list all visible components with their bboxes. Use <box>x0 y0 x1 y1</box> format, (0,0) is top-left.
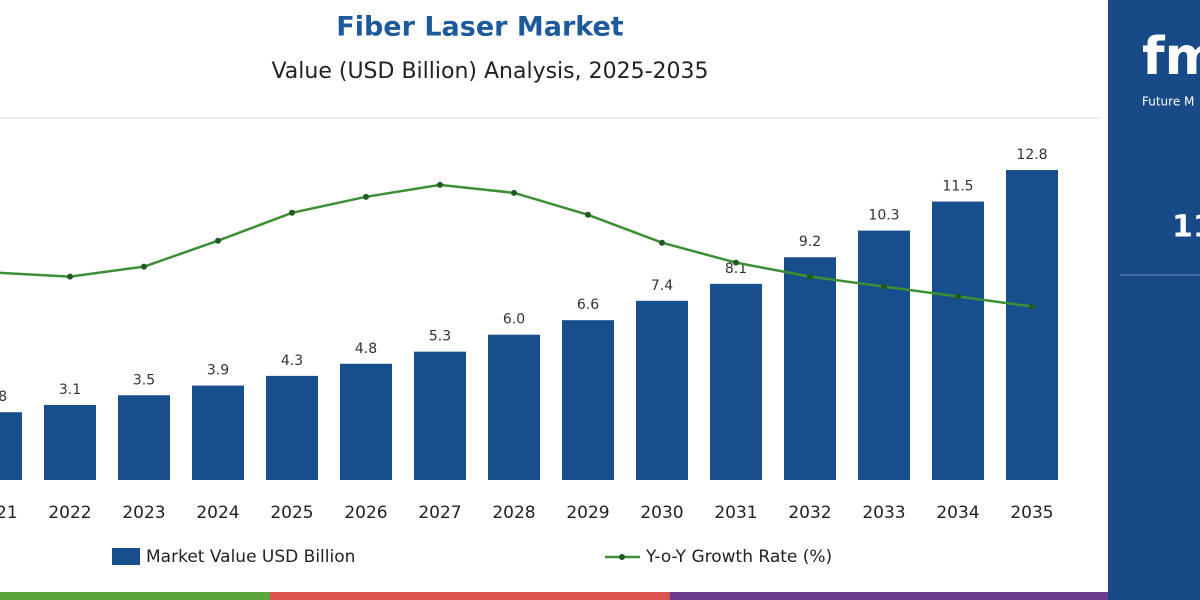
value-label: 3.5 <box>133 372 155 388</box>
value-label: 5.3 <box>429 329 451 345</box>
bar <box>562 320 614 480</box>
bar <box>784 257 836 480</box>
value-label: 11.5 <box>942 179 973 195</box>
value-label: 6.0 <box>503 312 525 328</box>
line-marker <box>141 263 147 270</box>
brand-logo: fmi <box>1142 27 1200 87</box>
legend-label: Market Value USD Billion <box>146 547 355 567</box>
bar <box>1006 170 1058 481</box>
value-label: 9.2 <box>799 234 821 250</box>
value-label: 10.3 <box>868 208 899 224</box>
strip <box>0 592 270 600</box>
x-tick-label: 2031 <box>714 503 757 523</box>
line-marker <box>67 273 73 280</box>
x-tick-label: 2034 <box>936 503 979 523</box>
value-label: 6.6 <box>577 297 599 313</box>
value-label: 3.1 <box>59 382 81 398</box>
value-label: 2.8 <box>0 389 7 405</box>
x-tick-label: 2027 <box>418 503 461 523</box>
x-tick-label: 2029 <box>566 503 609 523</box>
value-label: 3.9 <box>207 363 229 379</box>
brand-stat: 11 <box>1172 210 1200 245</box>
x-tick-label: 2026 <box>344 503 387 523</box>
value-label: 4.3 <box>281 353 303 369</box>
strip <box>670 592 1108 600</box>
brand-name: Future M <box>1142 95 1194 109</box>
bar <box>488 334 540 480</box>
bar <box>710 283 762 480</box>
x-tick-label: 2033 <box>862 503 905 523</box>
bar <box>0 412 22 480</box>
legend-swatch <box>112 548 140 565</box>
side-panel <box>1108 0 1200 600</box>
value-label: 12.8 <box>1016 147 1047 163</box>
line-marker <box>363 193 369 200</box>
x-tick-label: 2022 <box>48 503 91 523</box>
line-marker <box>585 211 591 218</box>
bar <box>266 375 318 480</box>
x-tick-label: 2032 <box>788 503 831 523</box>
value-label: 4.8 <box>355 341 377 357</box>
value-label: 7.4 <box>651 278 673 294</box>
line-marker <box>733 259 739 266</box>
legend-label: Y-o-Y Growth Rate (%) <box>645 547 832 567</box>
bar <box>932 201 984 481</box>
line-marker <box>955 293 961 300</box>
strip <box>270 592 670 600</box>
bar <box>118 395 170 480</box>
legend-swatch <box>619 554 625 560</box>
x-tick-label: 2021 <box>0 503 18 523</box>
line-marker <box>807 273 813 280</box>
chart-subtitle: Value (USD Billion) Analysis, 2025-2035 <box>271 59 708 84</box>
bar <box>636 300 688 480</box>
x-tick-label: 2024 <box>196 503 239 523</box>
line-marker <box>215 237 221 244</box>
bar <box>44 404 96 480</box>
x-tick-label: 2028 <box>492 503 535 523</box>
line-marker <box>437 181 443 188</box>
bar <box>340 363 392 480</box>
line-marker <box>511 189 517 196</box>
chart-title: Fiber Laser Market <box>336 12 624 43</box>
line-marker <box>1029 303 1035 310</box>
line-marker <box>659 239 665 246</box>
line-marker <box>289 209 295 216</box>
x-tick-label: 2030 <box>640 503 683 523</box>
bar <box>414 351 466 480</box>
x-tick-label: 2023 <box>122 503 165 523</box>
x-tick-label: 2035 <box>1010 503 1053 523</box>
line-marker <box>881 283 887 290</box>
x-tick-label: 2025 <box>270 503 313 523</box>
bar <box>858 230 910 480</box>
bar <box>192 385 244 480</box>
